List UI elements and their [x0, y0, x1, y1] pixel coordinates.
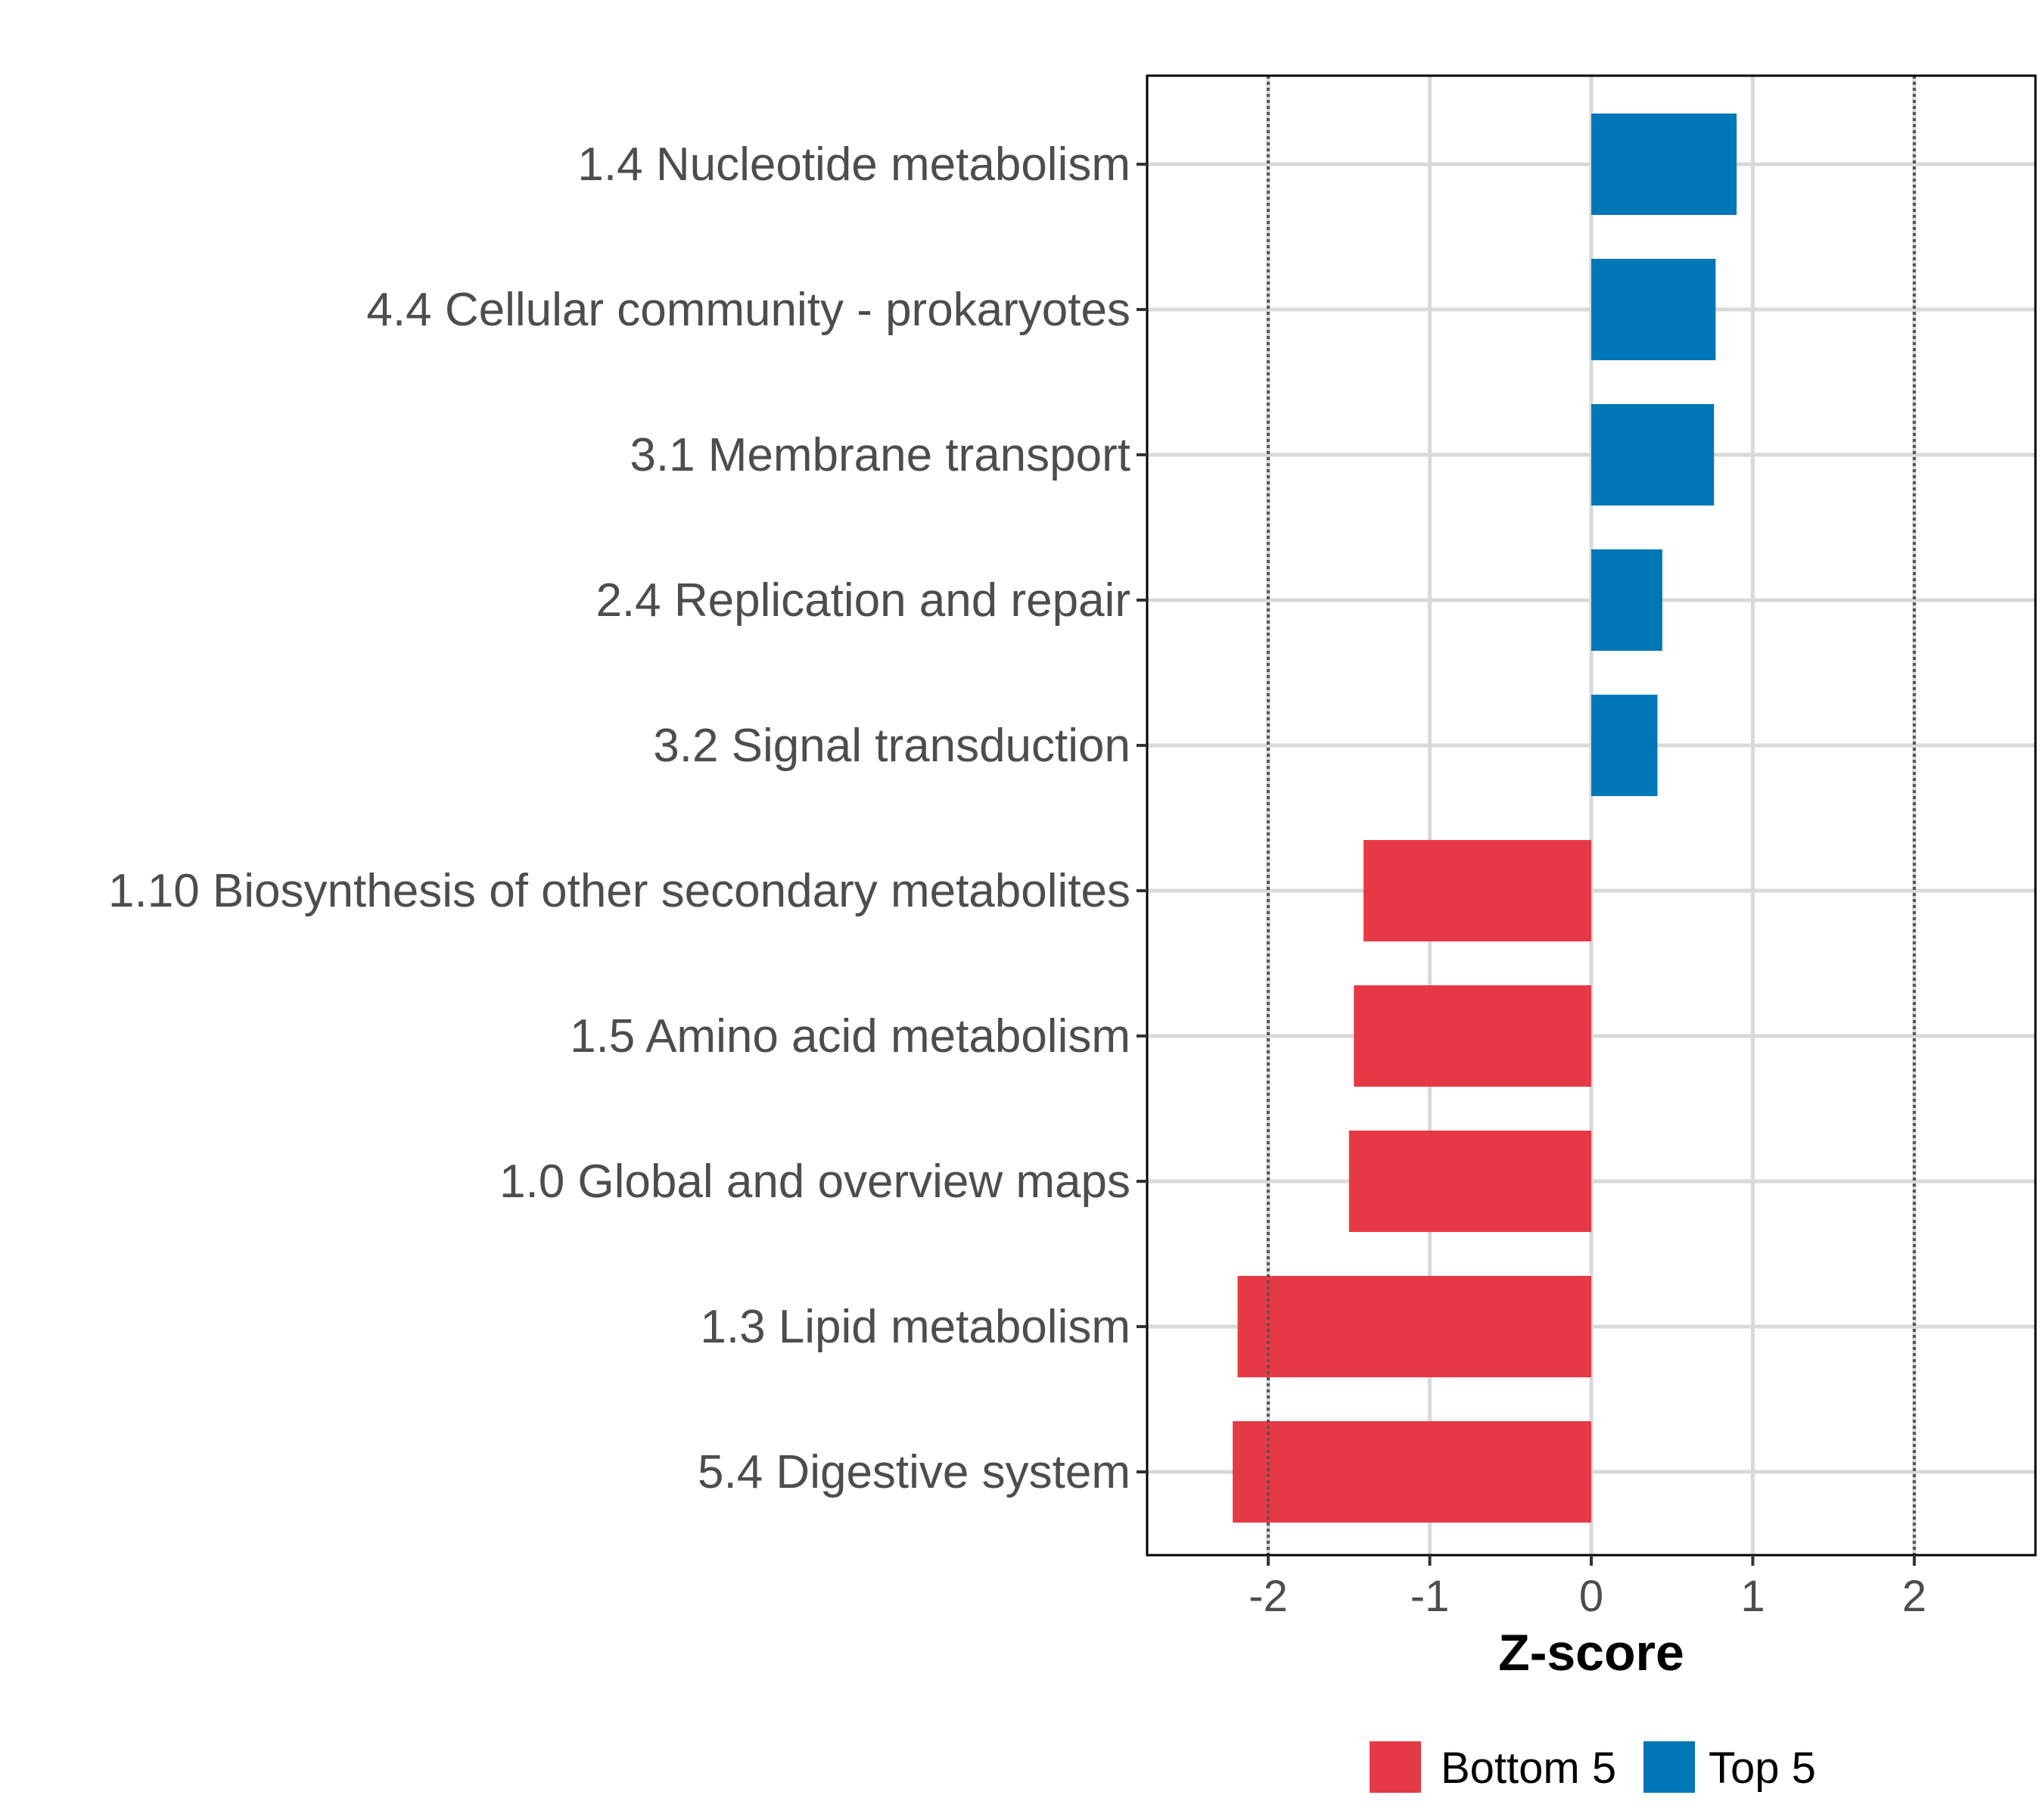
x-axis-title: Z-score	[1498, 1624, 1684, 1682]
category-label-1-5-amino-acid-metabolism: 1.5 Amino acid metabolism	[570, 1010, 1130, 1062]
category-label-4-4-cellular-community-prokaryotes: 4.4 Cellular community - prokaryotes	[366, 284, 1130, 336]
category-label-3-2-signal-transduction: 3.2 Signal transduction	[653, 720, 1130, 772]
category-label-2-4-replication-and-repair: 2.4 Replication and repair	[595, 574, 1130, 627]
bar-1-0-global-and-overview-maps	[1348, 1131, 1591, 1232]
legend-label-bottom-5: Bottom 5	[1441, 1744, 1616, 1793]
category-label-1-0-global-and-overview-maps: 1.0 Global and overview maps	[499, 1156, 1130, 1208]
legend-swatch-top-5	[1643, 1741, 1695, 1793]
bar-1-10-biosynthesis-of-other-secondary-metabolites	[1364, 840, 1591, 941]
bar-1-3-lipid-metabolism	[1237, 1276, 1591, 1377]
x-axis: -2 -1 0 1 2	[1248, 1555, 1926, 1621]
category-label-1-4-nucleotide-metabolism: 1.4 Nucleotide metabolism	[577, 138, 1130, 191]
bar-layer	[1233, 114, 1737, 1523]
bar-3-2-signal-transduction	[1591, 695, 1658, 796]
bar-1-5-amino-acid-metabolism	[1354, 985, 1591, 1087]
x-tick-label-2: 0	[1579, 1572, 1603, 1621]
bar-2-4-replication-and-repair	[1591, 549, 1662, 651]
legend-swatch-bottom-5	[1370, 1741, 1421, 1793]
legend: Bottom 5 Top 5	[1370, 1741, 1816, 1793]
bar-4-4-cellular-community-prokaryotes	[1591, 259, 1716, 360]
bar-5-4-digestive-system	[1233, 1421, 1591, 1523]
x-tick-label-4: 2	[1902, 1572, 1926, 1621]
x-tick-label-0: -2	[1248, 1572, 1288, 1621]
category-label-1-3-lipid-metabolism: 1.3 Lipid metabolism	[700, 1301, 1130, 1353]
x-tick-label-1: -1	[1410, 1572, 1450, 1621]
category-label-5-4-digestive-system: 5.4 Digestive system	[698, 1446, 1130, 1498]
legend-label-top-5: Top 5	[1709, 1744, 1816, 1793]
bar-3-1-membrane-transport	[1591, 404, 1715, 506]
reference-lines	[1267, 76, 1916, 1555]
x-tick-label-3: 1	[1740, 1572, 1765, 1621]
category-label-1-10-biosynthesis-of-other-secondary-metabolites: 1.10 Biosynthesis of other secondary met…	[108, 865, 1130, 917]
category-label-3-1-membrane-transport: 3.1 Membrane transport	[630, 429, 1130, 481]
bar-1-4-nucleotide-metabolism	[1591, 114, 1737, 215]
y-axis: 1.4 Nucleotide metabolism 4.4 Cellular co…	[108, 138, 1147, 1498]
